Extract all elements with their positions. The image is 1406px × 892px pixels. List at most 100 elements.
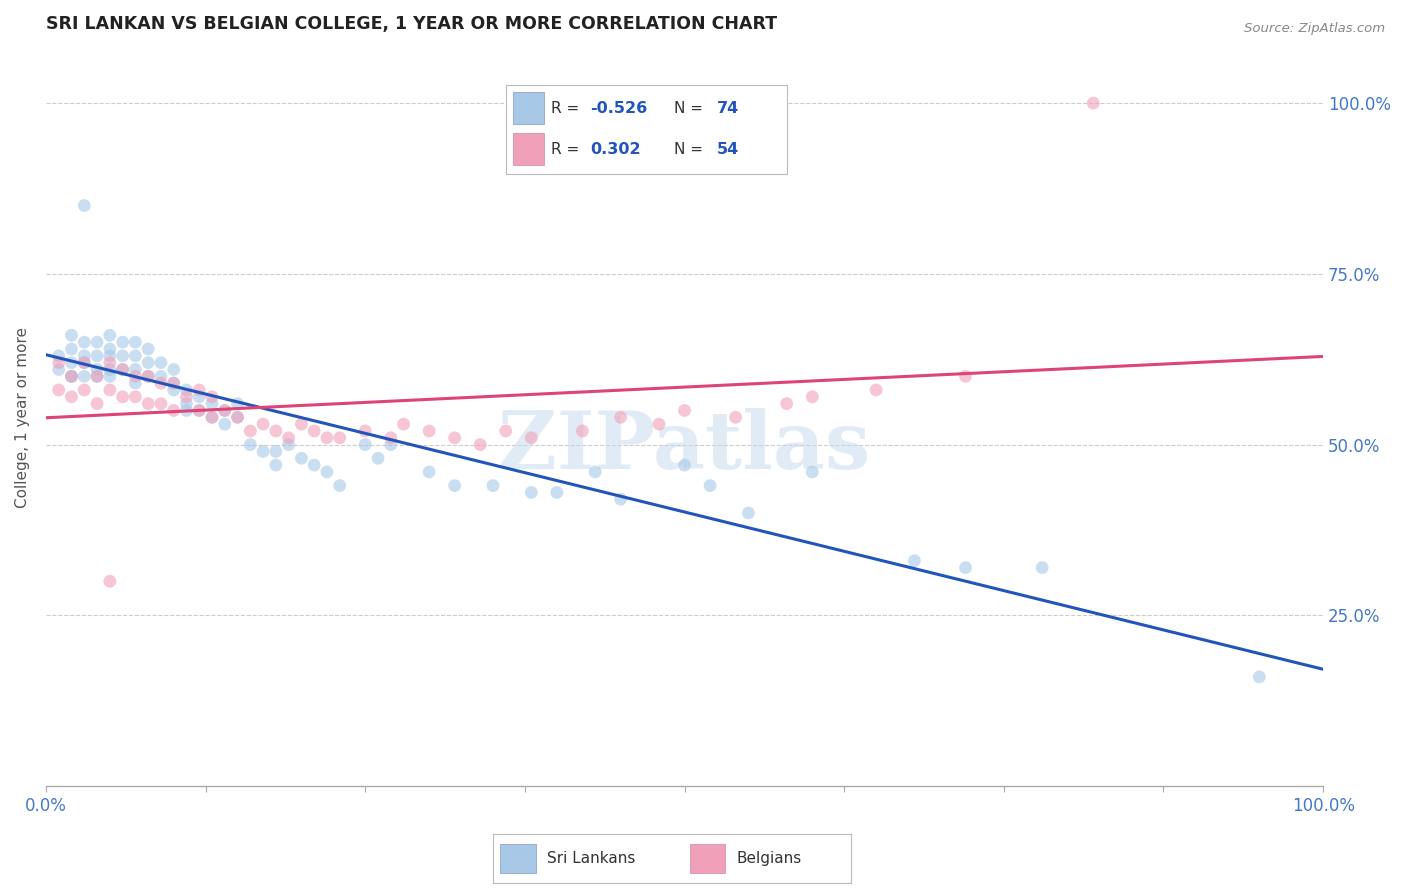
Point <box>955 560 977 574</box>
Point <box>801 390 824 404</box>
Point <box>546 485 568 500</box>
Point <box>354 424 377 438</box>
Point <box>418 424 440 438</box>
Point <box>86 369 108 384</box>
Point <box>571 424 593 438</box>
Point <box>149 397 172 411</box>
Point <box>470 437 492 451</box>
Text: Sri Lankans: Sri Lankans <box>547 851 636 866</box>
Point <box>673 458 696 472</box>
Point <box>583 465 606 479</box>
Point <box>48 362 70 376</box>
Point <box>367 451 389 466</box>
Point <box>201 410 224 425</box>
Point <box>98 369 121 384</box>
Point <box>136 369 159 384</box>
Point <box>1031 560 1053 574</box>
Point <box>60 369 83 384</box>
Point <box>163 376 186 391</box>
Point <box>302 424 325 438</box>
Point <box>124 362 146 376</box>
Point <box>392 417 415 431</box>
Point <box>60 390 83 404</box>
Point <box>149 356 172 370</box>
Point <box>136 397 159 411</box>
Point <box>163 376 186 391</box>
Point <box>98 356 121 370</box>
Point <box>86 397 108 411</box>
Point <box>111 362 134 376</box>
Point <box>124 369 146 384</box>
Point <box>188 403 211 417</box>
Bar <box>513 93 544 124</box>
Point <box>163 362 186 376</box>
Text: R =: R = <box>551 142 589 157</box>
Text: 54: 54 <box>717 142 738 157</box>
Point <box>214 403 236 417</box>
Point <box>277 431 299 445</box>
Point <box>380 431 402 445</box>
Point <box>277 437 299 451</box>
Point <box>264 444 287 458</box>
Point <box>60 342 83 356</box>
Point <box>124 390 146 404</box>
Point <box>201 410 224 425</box>
Point <box>495 424 517 438</box>
Point <box>136 342 159 356</box>
Point <box>136 356 159 370</box>
Point <box>124 349 146 363</box>
Point <box>214 403 236 417</box>
Point <box>149 376 172 391</box>
Point <box>60 356 83 370</box>
Y-axis label: College, 1 year or more: College, 1 year or more <box>15 326 30 508</box>
Point <box>98 328 121 343</box>
Point <box>188 390 211 404</box>
Point <box>149 369 172 384</box>
Text: ZIPatlas: ZIPatlas <box>499 408 870 486</box>
Point <box>737 506 759 520</box>
Point <box>48 383 70 397</box>
Point <box>48 356 70 370</box>
Point <box>252 444 274 458</box>
Text: N =: N = <box>675 142 709 157</box>
Point <box>418 465 440 479</box>
Point <box>482 478 505 492</box>
Point <box>609 492 631 507</box>
Point <box>188 383 211 397</box>
Point <box>1083 96 1105 111</box>
Point <box>73 349 96 363</box>
Point <box>329 431 352 445</box>
Text: Belgians: Belgians <box>737 851 801 866</box>
Text: -0.526: -0.526 <box>591 101 647 116</box>
Bar <box>501 844 536 873</box>
Text: N =: N = <box>675 101 709 116</box>
Point <box>111 390 134 404</box>
Point <box>86 362 108 376</box>
Point <box>188 403 211 417</box>
Point <box>290 451 312 466</box>
Point <box>443 478 465 492</box>
Point <box>176 383 198 397</box>
Point <box>865 383 887 397</box>
Bar <box>690 844 725 873</box>
Point <box>60 328 83 343</box>
Point <box>955 369 977 384</box>
Point <box>264 424 287 438</box>
Point <box>673 403 696 417</box>
Point <box>776 397 799 411</box>
Point <box>1249 670 1271 684</box>
Point <box>226 397 249 411</box>
Point <box>316 465 339 479</box>
Point <box>201 397 224 411</box>
Point <box>176 397 198 411</box>
Point <box>252 417 274 431</box>
Point <box>239 437 262 451</box>
Point <box>98 342 121 356</box>
Point <box>724 410 747 425</box>
Text: 74: 74 <box>717 101 738 116</box>
Point <box>648 417 671 431</box>
Point <box>124 335 146 350</box>
Point <box>443 431 465 445</box>
Point <box>163 403 186 417</box>
Point <box>111 349 134 363</box>
